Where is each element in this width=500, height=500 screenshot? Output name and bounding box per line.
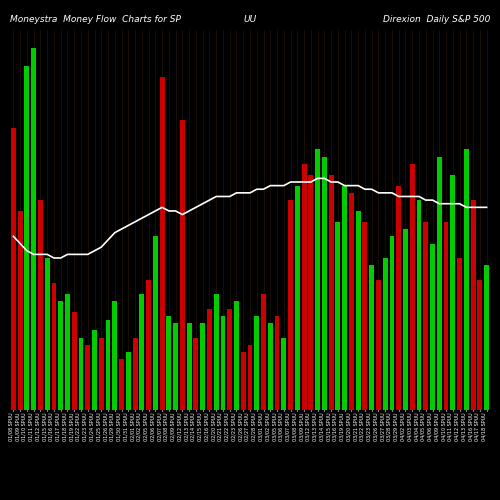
Bar [308,175,314,410]
Bar [119,360,124,410]
Bar [126,352,130,410]
Bar [11,128,16,410]
Bar [153,236,158,410]
Bar [282,338,286,410]
Bar [207,308,212,410]
Bar [248,345,252,410]
Bar [261,294,266,410]
Bar [220,316,226,410]
Bar [65,294,70,410]
Bar [295,186,300,410]
Bar [106,320,110,410]
Bar [268,323,272,410]
Text: Direxion  Daily S&P 500: Direxion Daily S&P 500 [382,15,490,24]
Bar [78,338,84,410]
Bar [180,120,185,410]
Bar [444,222,448,410]
Bar [390,236,394,410]
Bar [234,302,239,410]
Bar [328,175,334,410]
Bar [383,258,388,410]
Bar [99,338,103,410]
Bar [336,222,340,410]
Bar [146,280,151,410]
Text: UU: UU [244,15,256,24]
Bar [274,316,280,410]
Bar [342,186,347,410]
Bar [302,164,306,410]
Bar [186,323,192,410]
Bar [241,352,246,410]
Bar [376,280,381,410]
Bar [437,156,442,410]
Bar [362,222,368,410]
Bar [450,175,456,410]
Bar [92,330,97,410]
Bar [470,200,476,410]
Bar [288,200,293,410]
Bar [31,48,36,410]
Bar [112,302,117,410]
Bar [173,323,178,410]
Bar [72,312,76,410]
Bar [166,316,172,410]
Bar [52,284,57,410]
Bar [160,77,164,410]
Bar [315,150,320,410]
Bar [86,345,90,410]
Bar [200,323,205,410]
Bar [38,200,43,410]
Bar [410,164,414,410]
Bar [140,294,144,410]
Bar [396,186,401,410]
Bar [322,156,327,410]
Bar [403,229,408,410]
Bar [356,211,360,410]
Bar [214,294,218,410]
Bar [24,66,29,410]
Bar [484,265,489,410]
Bar [478,280,482,410]
Bar [424,222,428,410]
Bar [430,244,435,410]
Bar [349,193,354,410]
Bar [58,302,63,410]
Bar [132,338,138,410]
Bar [228,308,232,410]
Bar [416,200,422,410]
Bar [457,258,462,410]
Bar [18,211,22,410]
Text: Moneystra  Money Flow  Charts for SP: Moneystra Money Flow Charts for SP [10,15,181,24]
Bar [370,265,374,410]
Bar [464,150,469,410]
Bar [44,258,50,410]
Bar [254,316,259,410]
Bar [194,338,198,410]
